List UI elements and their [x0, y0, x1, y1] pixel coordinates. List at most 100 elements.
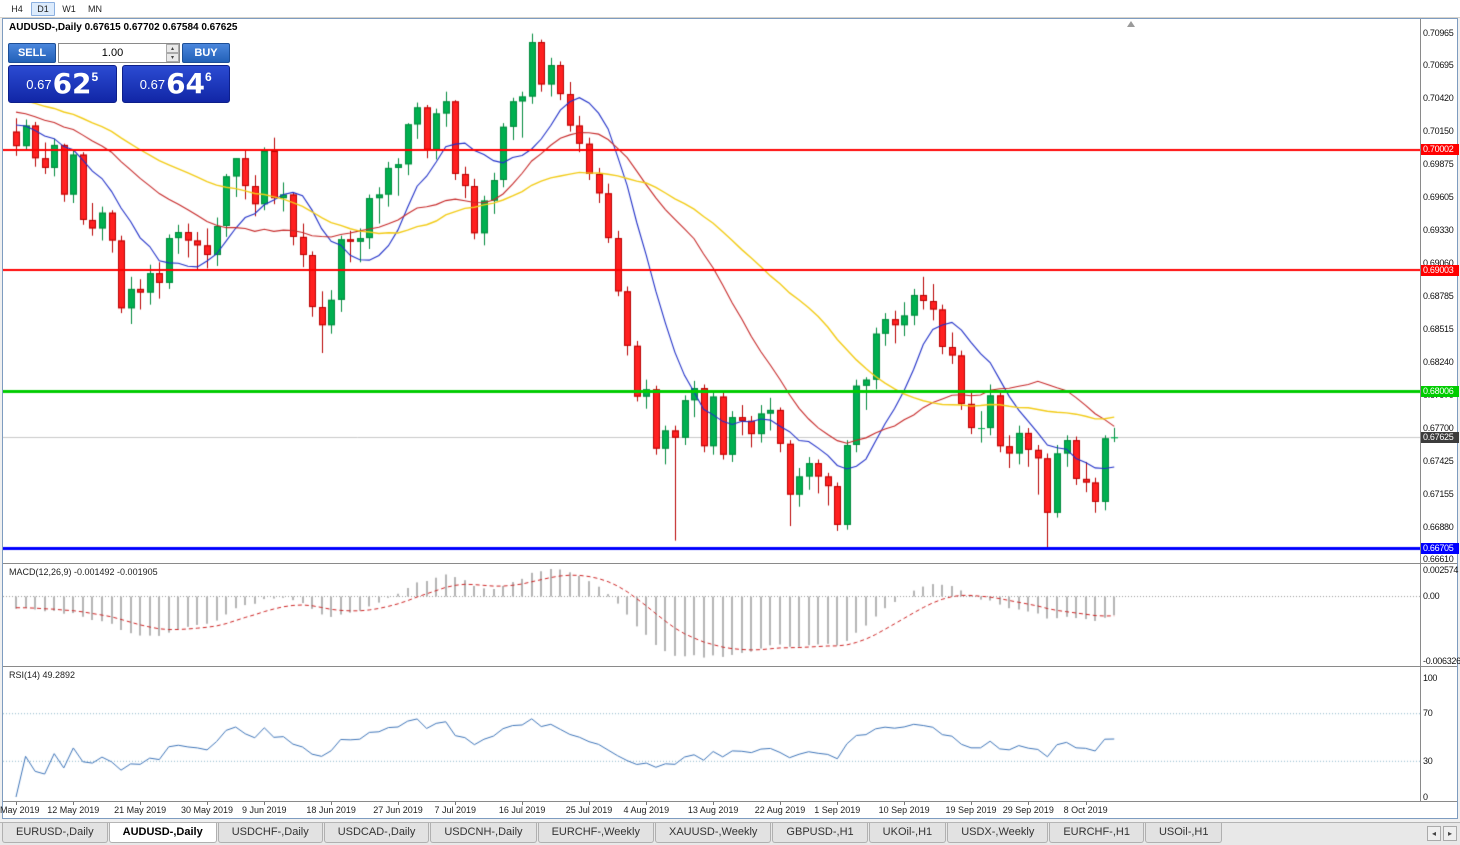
panel-separator[interactable]: [3, 563, 1457, 564]
volume-decrease-button[interactable]: ▾: [166, 53, 179, 62]
price-axis-label: 0.69875: [1423, 159, 1454, 170]
time-axis-label: 1 Sep 2019: [814, 805, 861, 815]
time-axis-tick: [73, 802, 74, 805]
panel-separator[interactable]: [3, 666, 1457, 667]
time-axis-label: 2 May 2019: [0, 805, 40, 815]
time-axis-label: 7 Jul 2019: [434, 805, 477, 815]
buy-price-base: 0.67: [139, 76, 166, 92]
hline-price-tag[interactable]: 0.68006: [1421, 385, 1459, 397]
price-axis-label: 0.70150: [1423, 126, 1454, 137]
time-axis-label: 9 Jun 2019: [242, 805, 287, 815]
timeframe-w1-button[interactable]: W1: [57, 2, 81, 16]
buy-price-box[interactable]: 0.67 64 6: [121, 65, 230, 103]
chart-tab[interactable]: USDCNH-,Daily: [430, 823, 537, 843]
sell-price-base: 0.67: [26, 76, 52, 92]
time-axis[interactable]: 2 May 2019 12 May 2019 21 May 2019 30 May 2…: [0, 802, 1420, 818]
timeframe-mn-button[interactable]: MN: [83, 2, 107, 16]
price-axis-label: 0.67155: [1423, 488, 1454, 499]
chart-title-ohlc: AUDUSD-,Daily 0.67615 0.67702 0.67584 0.…: [9, 22, 238, 33]
chart-tab[interactable]: EURCHF-,Weekly: [537, 823, 654, 843]
volume-value[interactable]: 1.00: [101, 47, 124, 59]
time-axis-tick: [589, 802, 590, 805]
rsi-indicator-label: RSI(14) 49.2892: [9, 670, 76, 680]
rsi-panel-canvas[interactable]: [3, 667, 1420, 801]
time-axis-tick: [713, 802, 714, 805]
price-axis-label: 0.67425: [1423, 455, 1454, 466]
panel-separator: [3, 801, 1457, 802]
tabs-scroll-right-button[interactable]: ▸: [1443, 826, 1457, 841]
hline-price-tag[interactable]: 0.70002: [1421, 144, 1459, 156]
chart-tab[interactable]: EURCHF-,H1: [1049, 823, 1144, 843]
one-click-trading-panel: SELL 1.00 ▴ ▾ BUY 0.67 62 5 0.67 64 6: [8, 43, 230, 103]
time-axis-tick: [904, 802, 905, 805]
chart-tab[interactable]: USDX-,Weekly: [947, 823, 1049, 843]
time-axis-tick: [264, 802, 265, 805]
time-axis-label: 30 May 2019: [180, 805, 234, 815]
time-axis-label: 13 Aug 2019: [687, 805, 739, 815]
time-axis-tick: [837, 802, 838, 805]
sell-price-big: 62: [52, 67, 92, 100]
macd-indicator-label: MACD(12,26,9) -0.001492 -0.001905: [9, 567, 158, 577]
time-axis-tick: [207, 802, 208, 805]
chart-window: AUDUSD-,Daily 0.67615 0.67702 0.67584 0.…: [0, 18, 1460, 819]
chart-tab[interactable]: UKOil-,H1: [868, 823, 947, 843]
chart-tab[interactable]: AUDUSD-,Daily: [108, 823, 217, 843]
tab-scroll-buttons: ◂ ▸: [1427, 823, 1460, 841]
chart-tabs-bar: EURUSD-,Daily AUDUSD-,Daily USDCHF-,Daily U…: [0, 822, 1460, 845]
sell-button[interactable]: SELL: [8, 43, 56, 63]
macd-axis-label: 0.002574: [1423, 564, 1459, 575]
chart-tab[interactable]: GBPUSD-,H1: [772, 823, 868, 843]
price-axis-divider: [1420, 19, 1421, 801]
time-axis-tick: [971, 802, 972, 805]
chart-tab[interactable]: USOil-,H1: [1144, 823, 1223, 843]
time-axis-tick: [16, 802, 17, 805]
timeframe-d1-button[interactable]: D1: [31, 1, 55, 16]
time-axis-label: 18 Jun 2019: [306, 805, 356, 815]
price-axis-label: 0.70420: [1423, 93, 1454, 104]
price-axis-label: 0.70695: [1423, 60, 1454, 71]
current-price-tag: 0.67625: [1421, 431, 1459, 443]
price-chart-canvas[interactable]: [3, 19, 1420, 563]
chart-shift-marker[interactable]: [1127, 21, 1135, 27]
chart-tab[interactable]: USDCHF-,Daily: [217, 823, 323, 843]
rsi-axis-label: 30: [1423, 755, 1433, 766]
chart-tab[interactable]: USDCAD-,Daily: [323, 823, 430, 843]
price-axis-label: 0.68515: [1423, 323, 1454, 334]
price-axis-label: 0.69605: [1423, 192, 1454, 203]
hline-price-tag[interactable]: 0.69003: [1421, 264, 1459, 276]
time-axis-label: 29 Sep 2019: [1002, 805, 1054, 815]
time-axis-label: 19 Sep 2019: [945, 805, 997, 815]
macd-axis-label: 0.00: [1423, 591, 1440, 602]
buy-price-big: 64: [166, 67, 206, 100]
time-axis-tick: [780, 802, 781, 805]
volume-input[interactable]: 1.00 ▴ ▾: [58, 43, 180, 63]
price-axis-label: 0.68240: [1423, 357, 1454, 368]
sell-price-box[interactable]: 0.67 62 5: [8, 65, 117, 103]
chart-tab[interactable]: EURUSD-,Daily: [2, 823, 108, 843]
rsi-axis-label: 70: [1423, 708, 1433, 719]
time-axis-label: 12 May 2019: [47, 805, 100, 815]
time-axis-tick: [331, 802, 332, 805]
time-axis-label: 22 Aug 2019: [754, 805, 806, 815]
time-axis-label: 4 Aug 2019: [623, 805, 670, 815]
macd-panel-canvas[interactable]: [3, 564, 1420, 666]
time-axis-label: 16 Jul 2019: [498, 805, 546, 815]
volume-increase-button[interactable]: ▴: [166, 44, 179, 53]
hline-price-tag[interactable]: 0.66705: [1421, 542, 1459, 554]
time-axis-tick: [1086, 802, 1087, 805]
volume-spinner: ▴ ▾: [166, 44, 179, 62]
time-axis-label: 27 Jun 2019: [373, 805, 423, 815]
tabs-scroll-left-button[interactable]: ◂: [1427, 826, 1441, 841]
time-axis-tick: [455, 802, 456, 805]
chart-tabs: EURUSD-,Daily AUDUSD-,Daily USDCHF-,Daily U…: [0, 823, 1223, 845]
price-axis-label: 0.70965: [1423, 27, 1454, 38]
rsi-axis-label: 100: [1423, 672, 1438, 683]
time-axis-label: 25 Jul 2019: [565, 805, 613, 815]
buy-button[interactable]: BUY: [182, 43, 230, 63]
chart-tab[interactable]: XAUUSD-,Weekly: [654, 823, 772, 843]
time-axis-tick: [1028, 802, 1029, 805]
price-axis-label: 0.66880: [1423, 521, 1454, 532]
timeframe-h4-button[interactable]: H4: [5, 2, 29, 16]
macd-axis-label: -0.006326: [1423, 655, 1460, 666]
